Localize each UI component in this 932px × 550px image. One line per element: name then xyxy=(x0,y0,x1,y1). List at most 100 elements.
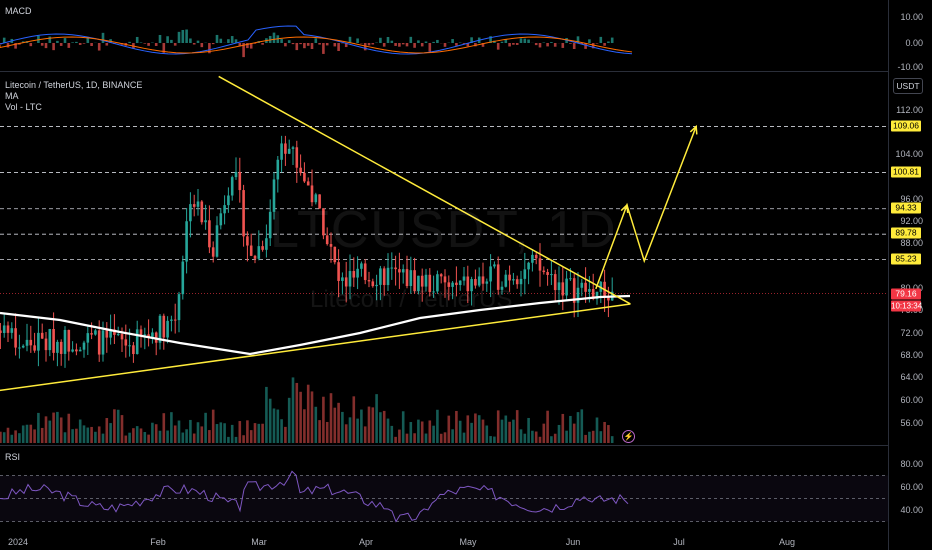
candle-body xyxy=(25,339,29,346)
macd-bar xyxy=(67,43,71,48)
macd-bar xyxy=(75,41,78,43)
candle-body xyxy=(576,287,580,303)
macd-bar xyxy=(428,43,432,52)
macd-bar xyxy=(561,43,565,48)
volume-bar xyxy=(303,409,306,443)
volume-bar xyxy=(230,424,234,443)
macd-bar xyxy=(284,43,287,47)
volume-bar xyxy=(272,408,276,443)
volume-bar xyxy=(189,419,192,443)
volume-bar xyxy=(542,423,546,443)
candle-body xyxy=(75,349,78,352)
candle-body xyxy=(500,286,504,290)
volume-bar xyxy=(177,420,181,443)
macd-bar xyxy=(546,43,549,47)
macd-bar xyxy=(52,43,55,51)
volume-bar xyxy=(569,415,572,443)
candle-body xyxy=(508,274,511,281)
macd-bar xyxy=(177,31,181,43)
volume-bar xyxy=(576,412,580,443)
macd-bar xyxy=(234,39,238,43)
candle-body xyxy=(215,225,219,257)
macd-bar xyxy=(181,29,185,43)
candle-body xyxy=(485,281,489,284)
volume-bar xyxy=(33,429,36,443)
macd-bar xyxy=(523,38,527,43)
symbol-title[interactable]: Litecoin / TetherUS, 1D, BINANCE xyxy=(5,80,143,90)
volume-bar xyxy=(10,434,14,443)
time-label: May xyxy=(459,537,477,547)
volume-bar xyxy=(500,419,504,443)
macd-bar xyxy=(143,43,147,44)
candle-body xyxy=(504,274,508,287)
name-watermark: Litecoin / TetherUS xyxy=(310,286,513,313)
volume-bar xyxy=(607,425,610,443)
macd-bar xyxy=(14,43,17,49)
volume-bar xyxy=(352,396,356,443)
candle-body xyxy=(261,246,264,250)
candle-body xyxy=(124,339,128,346)
macd-bar xyxy=(550,42,553,43)
macd-bar xyxy=(515,43,519,45)
candle-body xyxy=(424,274,428,287)
macd-bar xyxy=(417,40,420,43)
candle-body xyxy=(139,329,143,336)
price-tick: 72.00 xyxy=(900,328,923,338)
volume-bar xyxy=(603,421,606,443)
candle-body xyxy=(200,201,204,223)
candle-body xyxy=(333,246,337,263)
volume-bar xyxy=(428,420,432,443)
volume-bar xyxy=(238,421,242,443)
macd-bar xyxy=(462,43,466,44)
volume-indicator-label[interactable]: Vol - LTC xyxy=(5,102,42,112)
ma-indicator-label[interactable]: MA xyxy=(5,91,19,101)
macd-bar xyxy=(139,42,143,43)
candle-body xyxy=(56,341,59,353)
volume-bar xyxy=(546,410,549,443)
candle-body xyxy=(63,329,67,354)
last-price-tag: 79.16 xyxy=(891,288,921,300)
candle-body xyxy=(607,296,610,301)
candle-body xyxy=(580,282,584,288)
candle-body xyxy=(82,342,86,350)
volume-bar xyxy=(166,430,169,443)
candle-body xyxy=(451,282,454,287)
macd-bar xyxy=(261,43,264,45)
candle-body xyxy=(417,275,420,291)
macd-bar xyxy=(595,43,599,44)
candle-body xyxy=(170,319,173,321)
macd-bar xyxy=(538,43,542,48)
macd-title[interactable]: MACD xyxy=(5,6,32,16)
volume-bar xyxy=(147,434,150,443)
candle-body xyxy=(113,329,116,335)
volume-bar xyxy=(409,422,413,443)
volume-bar xyxy=(29,424,33,443)
macd-bar xyxy=(394,43,397,46)
rsi-title[interactable]: RSI xyxy=(5,452,21,462)
volume-bar xyxy=(322,396,325,443)
pane-divider-bottom[interactable] xyxy=(0,445,888,446)
candle-body xyxy=(166,320,169,338)
moving-average-line xyxy=(0,294,631,356)
alert-icon[interactable]: ⚡ xyxy=(622,430,635,443)
pane-divider-top[interactable] xyxy=(0,71,888,72)
price-axis[interactable]: 10.00 0.00 -10.00 112.00 104.00 96.00 92… xyxy=(888,0,932,550)
macd-bar xyxy=(318,43,321,45)
volume-bar xyxy=(356,418,359,443)
macd-bar xyxy=(185,29,188,43)
macd-bar xyxy=(280,39,283,43)
volume-bar xyxy=(360,409,363,443)
macd-bar xyxy=(299,43,302,45)
candle-body xyxy=(550,274,553,276)
volume-bar xyxy=(386,418,390,443)
macd-bar xyxy=(215,34,219,43)
candle-body xyxy=(40,332,44,339)
candle-body xyxy=(534,254,538,259)
currency-button[interactable]: USDT xyxy=(893,78,923,94)
volume-bar xyxy=(211,409,215,443)
candle-body xyxy=(173,319,177,321)
volume-bar xyxy=(417,419,420,443)
volume-bar xyxy=(413,433,416,443)
volume-bar xyxy=(523,433,527,443)
